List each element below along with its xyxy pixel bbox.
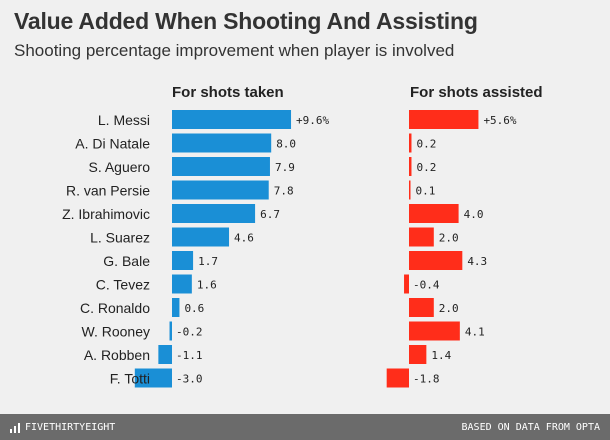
category-label-4: Z. Ibrahimovic — [62, 206, 150, 222]
bar-1-2 — [409, 157, 412, 176]
category-label-0: L. Messi — [98, 112, 150, 128]
data-label-0-8: 0.6 — [184, 302, 204, 315]
data-label-1-9: 4.1 — [465, 326, 485, 339]
data-label-0-10: -1.1 — [176, 349, 203, 362]
bar-1-7 — [404, 274, 409, 294]
bar-0-2 — [172, 157, 270, 176]
bar-1-1 — [409, 133, 412, 153]
category-label-7: C. Tevez — [96, 277, 150, 293]
data-label-1-7: -0.4 — [413, 279, 440, 292]
category-label-9: W. Rooney — [82, 324, 150, 340]
bar-1-9 — [409, 321, 460, 341]
category-label-2: S. Aguero — [89, 159, 151, 175]
bar-0-9 — [169, 321, 172, 341]
series-header-1: For shots assisted — [410, 84, 543, 101]
bar-0-0 — [172, 110, 292, 129]
footer-brand: FIVETHIRTYEIGHT — [10, 422, 115, 433]
series-header-0: For shots taken — [172, 84, 284, 101]
data-label-0-1: 8.0 — [276, 138, 296, 151]
data-label-0-5: 4.6 — [234, 232, 254, 245]
data-label-1-8: 2.0 — [439, 302, 459, 315]
category-label-6: G. Bale — [103, 253, 150, 269]
bar-chart: For shots taken +9.6%8.0 7.9 7.8 6.7 4.6 1.7 1.… — [62, 84, 543, 388]
bar-1-3 — [409, 180, 411, 200]
category-label-3: R. van Persie — [66, 183, 150, 199]
data-label-0-0: +9.6% — [296, 114, 329, 127]
bar-1-0 — [409, 110, 479, 129]
bar-1-11 — [386, 368, 409, 388]
chart-subtitle: Shooting percentage improvement when pla… — [14, 41, 455, 60]
data-label-1-2: 0.2 — [416, 161, 436, 174]
data-label-1-0: +5.6% — [483, 114, 516, 127]
category-label-10: A. Robben — [84, 347, 150, 363]
bar-0-1 — [172, 133, 272, 153]
data-label-1-10: 1.4 — [431, 349, 451, 362]
footer-brand-text: FIVETHIRTYEIGHT — [25, 422, 116, 433]
data-label-0-2: 7.9 — [275, 161, 295, 174]
footer-bar: FIVETHIRTYEIGHT BASED ON DATA FROM OPTA — [0, 414, 610, 440]
data-label-1-3: 0.1 — [416, 185, 436, 198]
category-label-11: F. Totti — [110, 371, 150, 387]
category-label-1: A. Di Natale — [75, 136, 150, 152]
category-label-8: C. Ronaldo — [80, 300, 150, 316]
data-label-1-6: 4.3 — [467, 255, 487, 268]
bar-0-10 — [158, 345, 172, 364]
bar-0-5 — [172, 227, 230, 247]
bar-0-3 — [172, 180, 269, 200]
bar-0-8 — [172, 298, 180, 317]
category-label-5: L. Suarez — [90, 230, 150, 246]
bar-0-11 — [134, 368, 172, 388]
bar-1-4 — [409, 204, 459, 223]
footer-source: BASED ON DATA FROM OPTA — [461, 422, 600, 433]
bar-1-10 — [409, 345, 427, 364]
data-label-0-6: 1.7 — [198, 255, 218, 268]
bar-0-7 — [172, 274, 192, 294]
bar-0-4 — [172, 204, 256, 223]
data-label-1-11: -1.8 — [413, 373, 440, 386]
bar-0-6 — [172, 251, 194, 270]
data-label-0-4: 6.7 — [260, 208, 280, 221]
data-label-0-9: -0.2 — [176, 326, 203, 339]
chart-title: Value Added When Shooting And Assisting — [14, 8, 478, 34]
data-label-0-7: 1.6 — [197, 279, 217, 292]
data-label-1-1: 0.2 — [416, 138, 436, 151]
bar-1-8 — [409, 298, 434, 317]
data-label-0-3: 7.8 — [274, 185, 294, 198]
bar-1-6 — [409, 251, 463, 270]
data-label-1-4: 4.0 — [464, 208, 484, 221]
fivethirtyeight-logo-icon — [10, 422, 20, 433]
data-label-1-5: 2.0 — [439, 232, 459, 245]
data-label-0-11: -3.0 — [176, 373, 203, 386]
bar-1-5 — [409, 227, 434, 247]
